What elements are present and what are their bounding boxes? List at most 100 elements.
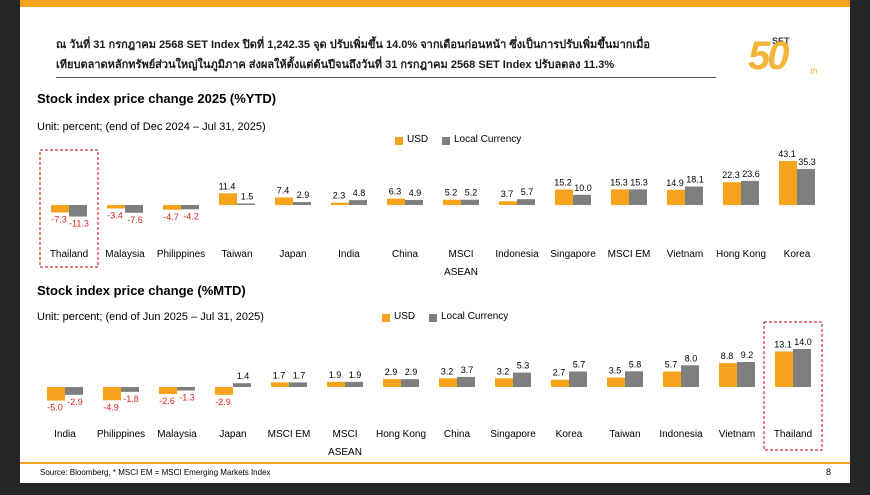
bar <box>517 199 535 205</box>
value-label: 3.5 <box>609 366 622 376</box>
value-label: 3.2 <box>497 366 510 376</box>
value-label: -2.9 <box>67 397 83 407</box>
value-label: 15.2 <box>554 177 572 187</box>
category-label: Japan <box>279 249 307 260</box>
value-label: 5.8 <box>629 359 642 369</box>
charts: -7.3 -11.3 -3.4 -7.6 -4.7 -4.2 11.4 1.5 7.4 2.9 2.… <box>39 137 823 451</box>
bar <box>797 168 815 205</box>
value-label: 5.7 <box>665 360 678 370</box>
value-label: 8.8 <box>721 351 734 361</box>
category-label: Malaysia <box>105 249 145 260</box>
top-bar <box>20 0 850 7</box>
value-label: -7.6 <box>127 215 143 225</box>
divider <box>56 77 716 78</box>
category-label: China <box>443 429 471 440</box>
highlight-box <box>39 149 99 268</box>
bar <box>779 161 797 205</box>
category-label: MSCI ASEAN <box>444 249 478 278</box>
bar <box>237 203 255 205</box>
bar <box>293 202 311 205</box>
value-label: -2.6 <box>159 396 175 406</box>
value-label: 22.3 <box>722 170 740 180</box>
bar <box>741 180 759 205</box>
value-label: 1.9 <box>329 370 342 380</box>
bar <box>275 197 293 205</box>
value-label: 3.7 <box>501 189 514 199</box>
category-label: Japan <box>219 429 247 440</box>
value-label: 18.1 <box>686 175 704 185</box>
bar <box>387 198 405 205</box>
legend-swatch <box>442 137 450 145</box>
category-label: India <box>54 429 76 440</box>
bar <box>793 349 811 387</box>
chart-title: Stock index price change (%MTD) <box>37 283 246 298</box>
value-label: 2.7 <box>553 368 566 378</box>
bar <box>495 378 513 387</box>
bar <box>439 378 457 387</box>
bar <box>47 387 65 401</box>
bar <box>551 379 569 387</box>
category-label: Vietnam <box>718 429 756 440</box>
bar <box>163 205 181 210</box>
value-label: 14.0 <box>794 337 812 347</box>
legend-swatch <box>395 137 403 145</box>
value-label: 1.7 <box>273 370 286 380</box>
category-label: India <box>338 249 360 260</box>
bar <box>737 362 755 387</box>
chart-subtitle: Unit: percent; (end of Jun 2025 – Jul 31… <box>37 311 264 323</box>
bar <box>723 182 741 205</box>
bar <box>125 205 143 213</box>
category-label: Thailand <box>773 429 813 440</box>
category-label: Hong Kong <box>375 429 427 440</box>
bar <box>331 202 349 205</box>
bar <box>775 351 793 387</box>
value-label: 1.7 <box>293 370 306 380</box>
value-label: 1.9 <box>349 370 362 380</box>
value-label: 5.3 <box>517 361 530 371</box>
bar <box>405 199 423 205</box>
value-label: 15.3 <box>630 177 648 187</box>
bar <box>607 377 625 387</box>
bar <box>219 193 237 205</box>
chart-subtitle: Unit: percent; (end of Dec 2024 – Jul 31… <box>37 121 266 133</box>
category-label: Taiwan <box>609 429 641 440</box>
bar <box>499 201 517 205</box>
category-label: MSCI ASEAN <box>328 429 362 458</box>
bar <box>107 205 125 209</box>
value-label: -3.4 <box>107 210 123 220</box>
bar <box>625 371 643 387</box>
value-label: 5.7 <box>521 187 534 197</box>
value-label: 2.3 <box>333 191 346 201</box>
category-label: Singapore <box>550 249 596 260</box>
bar <box>663 371 681 387</box>
bar <box>159 387 177 395</box>
bar <box>181 205 199 210</box>
bar <box>271 382 289 387</box>
category-label: China <box>391 249 419 260</box>
bar <box>233 383 251 387</box>
bar <box>555 189 573 205</box>
legend-label: Local Currency <box>441 311 509 322</box>
bar <box>457 376 475 387</box>
logo-brand: SET <box>772 36 790 46</box>
bar <box>443 199 461 205</box>
category-label: Vietnam <box>666 249 704 260</box>
value-label: 14.9 <box>666 178 684 188</box>
bar <box>349 200 367 205</box>
chart-title: Stock index price change 2025 (%YTD) <box>37 91 277 106</box>
bar <box>69 205 87 217</box>
category-label: Indonesia <box>659 429 703 440</box>
value-label: 6.3 <box>389 187 402 197</box>
value-label: 4.8 <box>353 188 366 198</box>
bar <box>289 382 307 387</box>
value-label: 11.4 <box>219 181 236 191</box>
bar <box>573 194 591 205</box>
header-line: ณ วันที่ 31 กรกฎาคม 2568 SET Index ปิดที… <box>56 39 651 51</box>
bar <box>327 381 345 387</box>
value-label: -4.2 <box>183 211 199 221</box>
legend-swatch <box>382 314 390 322</box>
category-label: MSCI EM <box>267 429 311 440</box>
category-label: Korea <box>783 249 811 260</box>
category-label: Singapore <box>490 429 536 440</box>
category-label: Philippines <box>96 429 146 440</box>
